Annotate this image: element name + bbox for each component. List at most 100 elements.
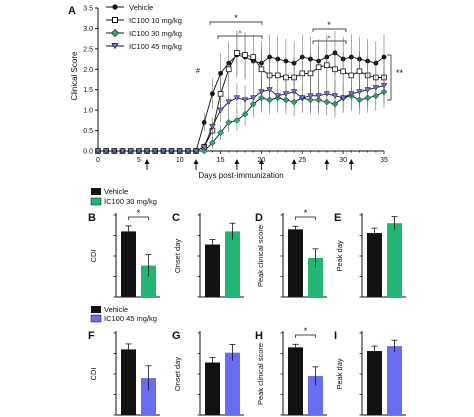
data-point-ic45 (184, 148, 192, 155)
data-point-ic10 (332, 66, 338, 73)
significance-bracket (128, 216, 149, 220)
y-tick-label: 1.0 (83, 108, 93, 115)
data-point-ic45 (315, 93, 322, 99)
data-point-ic10 (225, 66, 232, 73)
y-axis-label: Peak clinical score (256, 343, 265, 405)
bar-panel-g: G Onset day (172, 330, 244, 416)
data-point-ic45 (380, 83, 388, 89)
data-point-ic30 (209, 139, 216, 147)
data-point-ic45 (192, 148, 200, 155)
treatment-arrows (144, 159, 354, 170)
legend: Vehicle IC100 10 mg/kg IC100 30 mg/kg IC… (106, 3, 182, 51)
data-point-vehicle (201, 120, 207, 125)
panel-label: I (334, 330, 337, 342)
x-tick-label: 0 (96, 157, 100, 164)
panel-label: C (172, 212, 180, 224)
data-point-ic45 (274, 93, 282, 99)
data-point-vehicle (210, 91, 215, 97)
data-point-ic45 (233, 95, 241, 101)
panel-label: B (88, 212, 96, 224)
legend-marker-ic10 (112, 17, 118, 23)
data-point-ic45 (225, 99, 232, 106)
y-axis-label: Onset day (173, 239, 182, 273)
data-point-ic10 (315, 64, 322, 71)
y-tick-label: 0.0 (83, 149, 93, 156)
data-point-ic45 (364, 87, 371, 93)
sig-star-2: * (327, 20, 331, 30)
sig-star-1: * (234, 13, 238, 23)
legend-label-ic10: IC100 10 mg/kg (129, 16, 182, 25)
legend-label-ic45: IC100 45 mg/kg (104, 314, 157, 323)
bar-panel-i: I Peak day (334, 330, 406, 416)
bar-panel-b: B CDI * (88, 208, 160, 298)
data-point-ic10 (356, 68, 363, 75)
series-line-ic30 (98, 91, 385, 152)
bar-treatment (225, 231, 240, 297)
arrow-head (193, 159, 199, 164)
data-point-ic10 (258, 66, 265, 73)
legend-label-ic45: IC100 45 mg/kg (129, 42, 182, 51)
data-point-ic30 (217, 129, 224, 136)
data-point-ic45 (168, 148, 175, 155)
bar-panel-f: F CDI (88, 330, 160, 416)
arrow-head (291, 159, 297, 164)
data-point-ic45 (111, 148, 118, 155)
series-line-ic10 (98, 52, 384, 152)
data-point-ic10 (274, 72, 281, 79)
sig-double-star: ** (396, 68, 404, 78)
data-point-ic45 (290, 89, 298, 95)
data-point-ic30 (225, 119, 233, 126)
arrow-head (234, 159, 240, 164)
data-point-ic45 (307, 93, 314, 99)
panel-label: D (255, 212, 263, 224)
data-point-ic10 (348, 72, 355, 79)
y-tick-label: 1.5 (83, 87, 93, 94)
bar-vehicle (121, 231, 136, 297)
bar-vehicle (205, 244, 220, 297)
data-point-ic45 (94, 148, 102, 155)
legend-swatch-vehicle (91, 188, 101, 195)
data-point-ic45 (348, 91, 355, 97)
data-point-ic45 (331, 93, 339, 99)
y-tick-label: 2.5 (83, 46, 93, 53)
sig-caret-2: ^ (327, 36, 331, 43)
y-tick-label: 0.5 (83, 128, 93, 135)
data-point-ic45 (209, 124, 216, 130)
data-point-ic45 (258, 89, 265, 95)
series-marks (94, 30, 388, 155)
data-point-ic45 (119, 148, 126, 155)
y-axis-label: Clinical Score (70, 51, 79, 100)
x-tick-label: 5 (137, 157, 141, 164)
data-point-ic30 (233, 117, 241, 124)
data-point-ic10 (323, 62, 330, 68)
legend-row-1: Vehicle IC100 30 mg/kg (90, 187, 157, 206)
data-point-ic45 (143, 148, 151, 155)
data-point-ic45 (241, 97, 249, 104)
y-axis-label: Peak clinical score (256, 225, 265, 287)
bar-panel-e: E Peak day (334, 212, 406, 298)
x-tick-label: 25 (298, 157, 306, 164)
data-point-ic10 (242, 52, 248, 58)
y-axis-label: CDI (89, 368, 98, 381)
legend-marker-ic30 (111, 29, 119, 37)
arrow-head (258, 159, 264, 164)
y-tick-label: 3.5 (83, 6, 93, 13)
x-tick-label: 30 (339, 157, 347, 164)
data-point-ic45 (217, 107, 224, 114)
y-axis-label: Onset day (173, 357, 182, 391)
data-point-ic45 (135, 148, 143, 155)
bar-vehicle (367, 351, 382, 415)
data-point-ic10 (340, 68, 346, 75)
significance-star: * (137, 208, 141, 218)
data-point-ic45 (356, 89, 363, 95)
significance-star: * (304, 208, 308, 218)
data-point-ic45 (372, 85, 380, 91)
data-point-ic10 (250, 54, 257, 60)
series-line-vehicle (98, 52, 385, 152)
sig-caret-1: ^ (238, 31, 242, 38)
legend-label-vehicle: Vehicle (104, 187, 128, 196)
panel-label: E (334, 212, 341, 224)
